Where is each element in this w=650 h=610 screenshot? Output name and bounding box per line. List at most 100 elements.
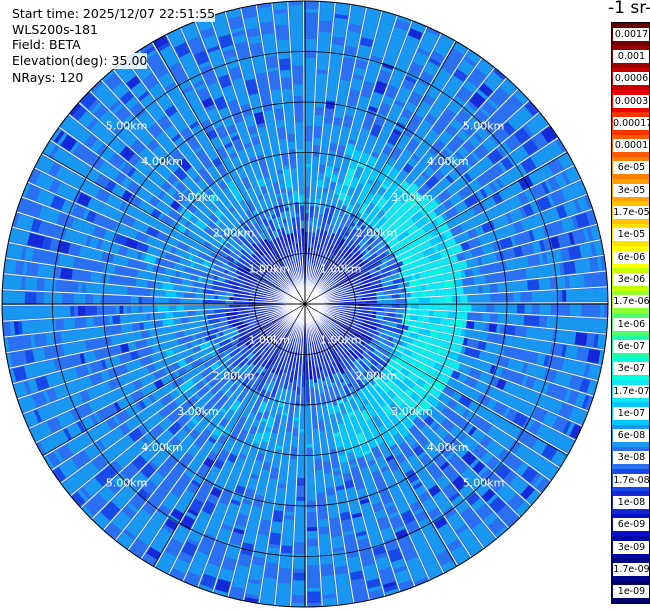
heatmap-cell (385, 44, 401, 60)
heatmap-cell (212, 424, 225, 438)
heatmap-cell (252, 237, 260, 246)
heatmap-cell (516, 386, 528, 399)
heatmap-cell (42, 207, 50, 220)
heatmap-cell (419, 41, 434, 54)
heatmap-cell (525, 267, 539, 279)
heatmap-cell (322, 590, 336, 596)
heatmap-cell (186, 342, 192, 349)
heatmap-cell (269, 313, 277, 318)
heatmap-cell (363, 389, 372, 399)
heatmap-cell (231, 134, 240, 142)
heatmap-cell (482, 437, 492, 448)
heatmap-cell (247, 320, 256, 326)
heatmap-cell (333, 29, 346, 38)
heatmap-cell (26, 262, 39, 276)
heatmap-cell (329, 233, 336, 242)
heatmap-cell (222, 85, 233, 92)
heatmap-cell (227, 270, 239, 279)
heatmap-cell (423, 441, 437, 456)
heatmap-cell (387, 508, 398, 516)
heatmap-cell (123, 529, 136, 540)
heatmap-cell (365, 228, 377, 240)
heatmap-cell (382, 355, 391, 364)
heatmap-cell (295, 129, 304, 138)
heatmap-cell (338, 275, 346, 281)
heatmap-cell (568, 375, 583, 391)
heatmap-cell (369, 399, 379, 409)
heatmap-cell (211, 269, 224, 278)
heatmap-cell (161, 312, 166, 319)
heatmap-cell (35, 155, 45, 169)
heatmap-cell (366, 62, 380, 77)
heatmap-cell (558, 290, 563, 302)
heatmap-cell (395, 569, 411, 585)
heatmap-cell (354, 449, 362, 455)
heatmap-cell (407, 260, 420, 270)
heatmap-cell (92, 294, 101, 304)
heatmap-cell (53, 357, 68, 371)
heatmap-cell (246, 449, 257, 463)
heatmap-cell (449, 492, 460, 502)
heatmap-cell (309, 379, 314, 388)
heatmap-cell (258, 325, 266, 331)
heatmap-cell (469, 92, 486, 109)
heatmap-cell (389, 225, 396, 232)
heatmap-cell (434, 494, 448, 506)
heatmap-cell (489, 283, 498, 293)
heatmap-cell (142, 366, 150, 375)
heatmap-cell (478, 466, 488, 477)
heatmap-cell (450, 401, 458, 410)
heatmap-cell (354, 480, 365, 491)
heatmap-cell (311, 267, 315, 275)
heatmap-cell (150, 402, 161, 414)
heatmap-cell (151, 173, 164, 185)
heatmap-cell (260, 21, 274, 28)
heatmap-cell (212, 157, 223, 168)
heatmap-cell (406, 286, 418, 293)
heatmap-cell (244, 488, 255, 498)
heatmap-cell (201, 533, 216, 548)
heatmap-cell (240, 446, 250, 456)
heatmap-cell (509, 475, 523, 490)
heatmap-cell (28, 277, 38, 290)
heatmap-cell (145, 444, 158, 457)
heatmap-cell (48, 266, 54, 278)
heatmap-cell (270, 385, 279, 398)
heatmap-cell (184, 335, 194, 343)
heatmap-cell (551, 304, 559, 315)
heatmap-cell (337, 176, 345, 185)
heatmap-cell (349, 398, 359, 411)
heatmap-cell (223, 88, 237, 103)
heatmap-cell (536, 353, 546, 366)
heatmap-cell (194, 437, 205, 448)
heatmap-cell (118, 423, 131, 436)
heatmap-cell (45, 160, 55, 174)
heatmap-cell (236, 338, 248, 348)
heatmap-cell (276, 406, 283, 416)
heatmap-cell (373, 179, 383, 189)
heatmap-cell (537, 113, 549, 126)
heatmap-cell (460, 221, 471, 232)
heatmap-cell (261, 508, 273, 521)
heatmap-cell (90, 493, 107, 511)
heatmap-cell (222, 556, 237, 572)
heatmap-cell (435, 100, 446, 110)
heatmap-cell (254, 111, 265, 125)
heatmap-cell (134, 158, 144, 169)
heatmap-cell (129, 494, 146, 510)
heatmap-cell (244, 597, 259, 604)
heatmap-cell (248, 578, 262, 585)
heatmap-cell (251, 100, 263, 114)
heatmap-cell (210, 114, 224, 129)
heatmap-cell (464, 376, 475, 387)
heatmap-cell (126, 526, 138, 537)
heatmap-cell (375, 235, 384, 244)
heatmap-cell (368, 275, 381, 283)
heatmap-cell (352, 274, 364, 282)
heatmap-cell (197, 112, 209, 124)
heatmap-cell (431, 81, 444, 90)
heatmap-cell (239, 375, 246, 381)
heatmap-cell (389, 184, 397, 192)
heatmap-cell (108, 295, 120, 304)
heatmap-cell (94, 395, 110, 409)
